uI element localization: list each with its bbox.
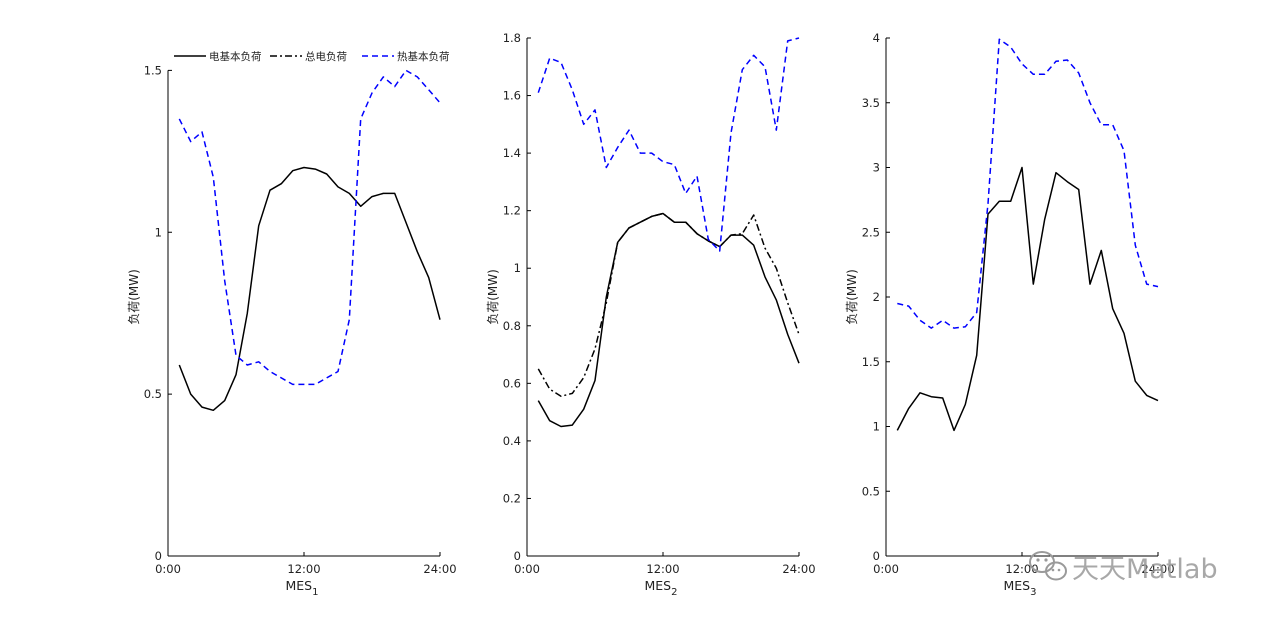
- legend-label: 电基本负荷: [209, 50, 262, 63]
- y-tick-label: 1.8: [503, 31, 521, 45]
- x-tick-label: 0:00: [155, 562, 181, 576]
- x-tick-label: 24:00: [782, 562, 815, 576]
- chart-panel-1: 0 0.5 1 1.5 0:00 12:00 24:00 MES1 负荷(MW) 电基本负荷 总电负…: [127, 50, 457, 598]
- y-tick-label: 3: [873, 161, 880, 175]
- legend-label: 热基本负荷: [397, 50, 450, 63]
- y-tick-label: 0.5: [144, 387, 162, 401]
- x-tick-label: 0:00: [514, 562, 540, 576]
- watermark-text: 天天Matlab: [1072, 554, 1218, 585]
- y-tick-label: 0.6: [503, 376, 521, 390]
- y-tick-label: 1.5: [144, 63, 162, 77]
- series-line-total-electric-load: [537, 212, 800, 398]
- wechat-icon: [1029, 551, 1067, 581]
- y-tick-label: 1.6: [503, 89, 521, 103]
- chart-panel-2: 0 0.2 0.4 0.6 0.8 1 1.2 1.4 1.6 1.8 0:00 12:00 24:00…: [486, 31, 816, 598]
- series-line-electric-base-load: [896, 166, 1159, 432]
- y-tick-label: 2.5: [862, 225, 880, 239]
- series-line-electric-base-load: [537, 212, 800, 428]
- legend-label: 总电负荷: [305, 50, 347, 63]
- y-tick-label: 2: [873, 290, 880, 304]
- x-axis-label: MES2: [645, 578, 678, 598]
- series-line-electric-base-load: [178, 166, 441, 412]
- y-tick-label: 0.2: [503, 491, 521, 505]
- y-tick-label: 1: [873, 420, 880, 434]
- y-tick-label: 1: [514, 261, 521, 275]
- y-tick-label: 4: [873, 31, 880, 45]
- legend: 电基本负荷 总电负荷 热基本负荷: [174, 50, 450, 63]
- y-tick-label: 1.5: [862, 355, 880, 369]
- y-tick-label: 1.2: [503, 204, 521, 218]
- y-tick-label: 0.8: [503, 319, 521, 333]
- series-line-heat-base-load: [178, 69, 441, 386]
- y-tick-label: 1: [155, 225, 162, 239]
- x-tick-label: 24:00: [423, 562, 456, 576]
- x-axis-label: MES3: [1004, 578, 1037, 598]
- y-axis-label: 负荷(MW): [845, 269, 859, 325]
- x-tick-label: 12:00: [287, 562, 320, 576]
- x-axis-label: MES1: [286, 578, 319, 598]
- x-tick-label: 0:00: [873, 562, 899, 576]
- y-tick-label: 0: [155, 549, 162, 563]
- series-line-heat-base-load: [537, 37, 800, 252]
- chart-panel-3: 00.511.522.533.540:00 12:00 24:00MES3负荷(MW…: [845, 31, 1175, 598]
- series-line-heat-base-load: [897, 38, 1159, 329]
- y-tick-label: 0.5: [862, 484, 880, 498]
- y-tick-label: 0: [514, 549, 521, 563]
- x-tick-label: 12:00: [646, 562, 679, 576]
- y-tick-label: 0.4: [503, 434, 521, 448]
- watermark: 天天Matlab: [1029, 551, 1218, 585]
- y-tick-label: 1.4: [503, 146, 521, 160]
- y-axis-label: 负荷(MW): [127, 269, 141, 325]
- y-axis-label: 负荷(MW): [486, 269, 500, 325]
- x-tick-label: 24:00: [1141, 562, 1174, 576]
- y-tick-label: 0: [873, 549, 880, 563]
- y-tick-label: 3.5: [862, 96, 880, 110]
